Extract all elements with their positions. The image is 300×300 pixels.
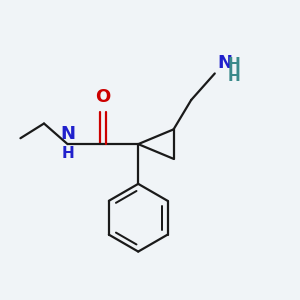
Text: N: N bbox=[218, 54, 233, 72]
Text: H: H bbox=[61, 146, 74, 161]
Text: H: H bbox=[227, 57, 240, 72]
Text: O: O bbox=[95, 88, 110, 106]
Text: H: H bbox=[227, 69, 240, 84]
Text: N: N bbox=[60, 124, 75, 142]
